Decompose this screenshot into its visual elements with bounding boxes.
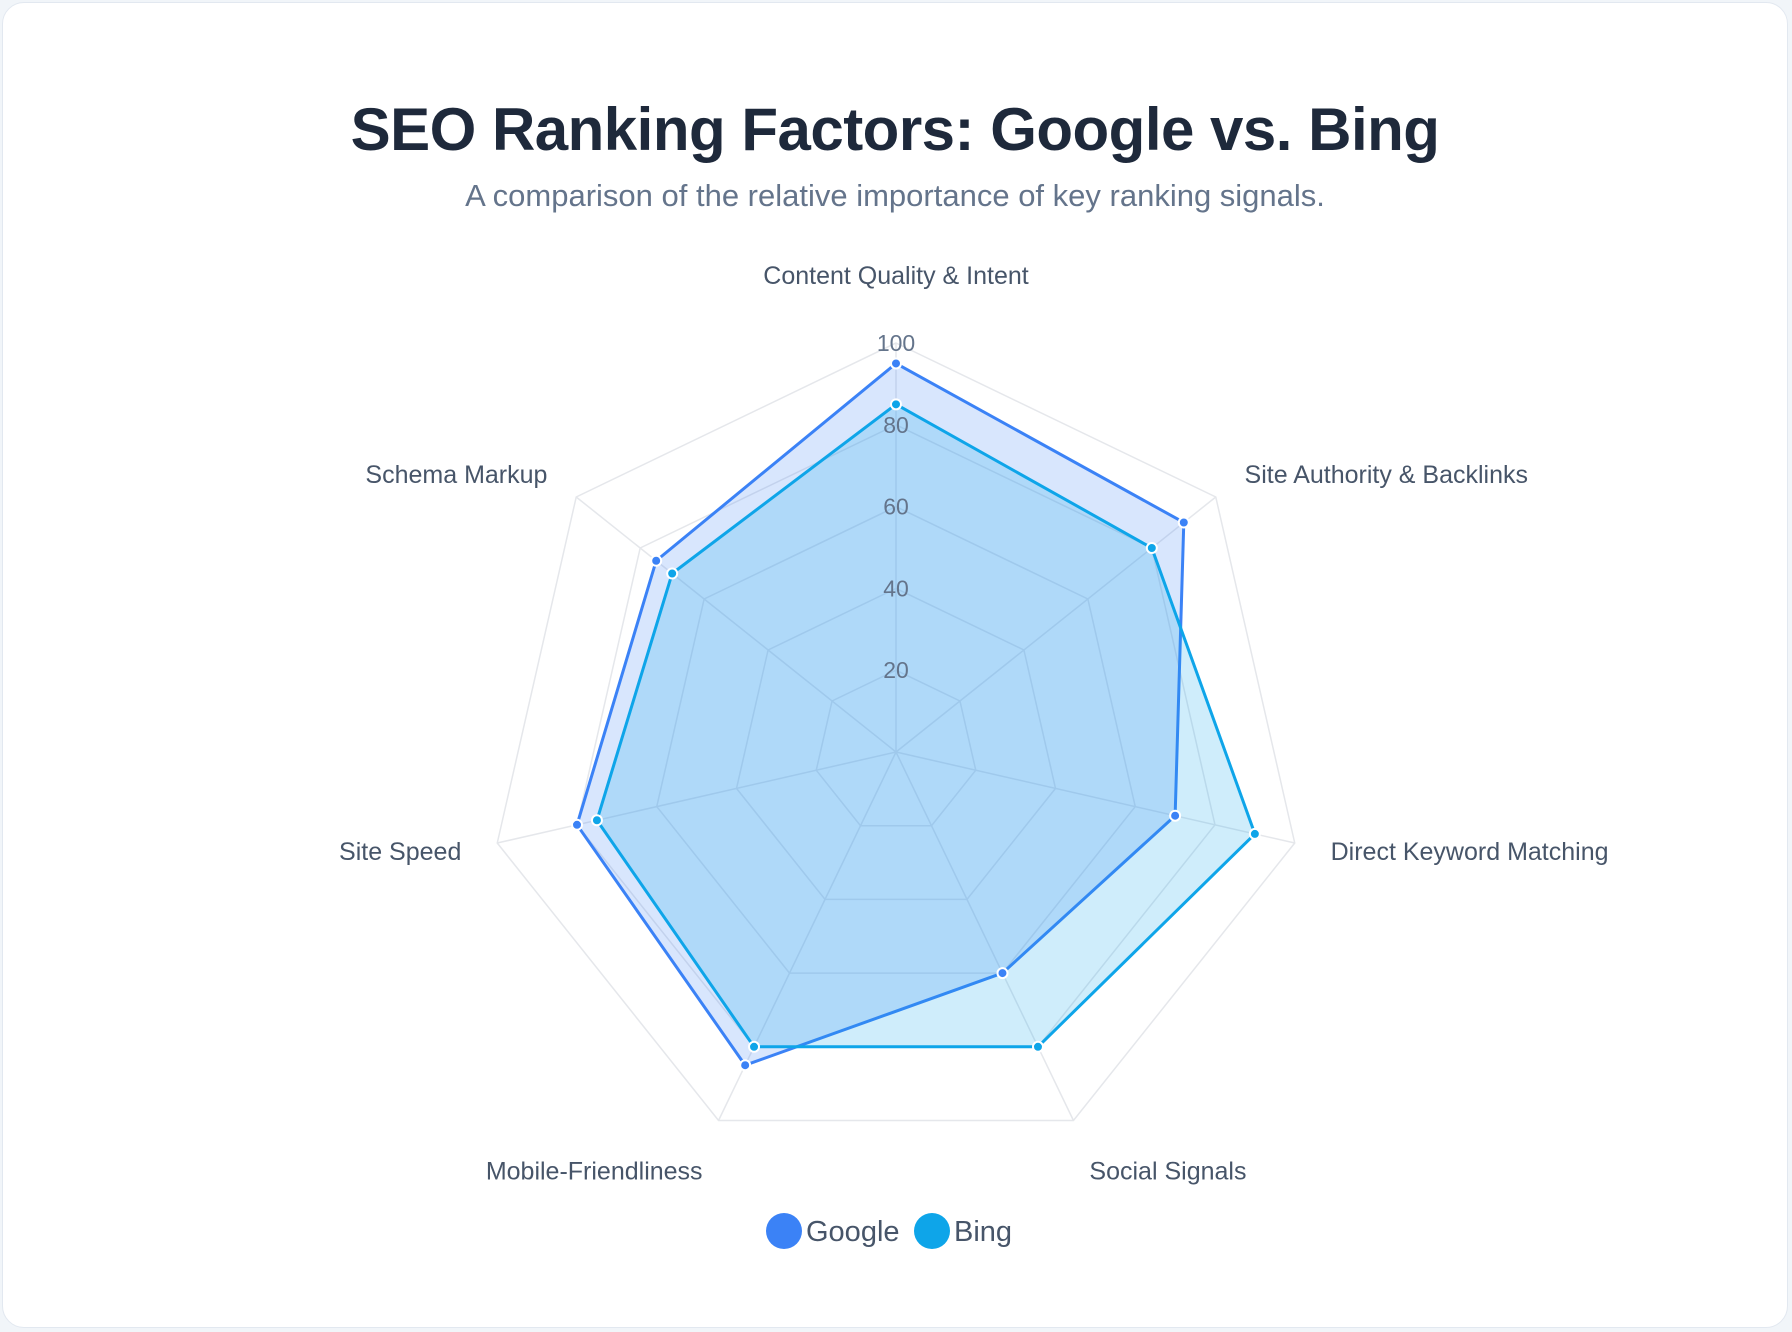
data-point-google[interactable] [650, 554, 663, 567]
r-tick-label: 20 [883, 657, 909, 683]
data-point-bing[interactable] [666, 567, 679, 580]
grid-spoke [497, 751, 897, 844]
chart-subtitle: A comparison of the relative importance … [465, 178, 1325, 213]
data-point-google[interactable] [996, 967, 1009, 980]
axis-label: Social Signals [1089, 1158, 1246, 1186]
grid-ring [655, 505, 1137, 974]
grid-spoke [717, 751, 897, 1121]
legend-swatch-bing[interactable] [914, 1213, 950, 1249]
legend-label-google[interactable]: Google [806, 1216, 900, 1248]
data-point-google[interactable] [890, 357, 902, 370]
data-point-google[interactable] [571, 818, 584, 831]
legend-swatch-google[interactable] [766, 1213, 802, 1249]
data-point-google[interactable] [1177, 516, 1190, 529]
data-point-bing[interactable] [590, 814, 603, 827]
series-area-google [575, 361, 1186, 1067]
grid-ring [815, 669, 977, 827]
legend-label-bing[interactable]: Bing [954, 1216, 1012, 1248]
r-tick-label: 80 [883, 412, 909, 438]
data-point-google[interactable] [1169, 809, 1182, 822]
data-point-bing[interactable] [1248, 827, 1261, 840]
r-tick-label: 40 [883, 575, 909, 601]
axis-label: Site Speed [339, 838, 461, 866]
axis-label: Direct Keyword Matching [1331, 838, 1609, 866]
series-area-bing [595, 402, 1257, 1049]
data-point-bing[interactable] [1145, 541, 1158, 554]
axis-label: Site Authority & Backlinks [1245, 461, 1528, 489]
data-point-bing[interactable] [890, 398, 902, 411]
axis-label: Content Quality & Intent [763, 262, 1028, 290]
grid-spoke [895, 751, 1075, 1121]
r-tick-label: 60 [883, 494, 909, 520]
axis-label: Schema Markup [365, 461, 547, 489]
data-point-bing[interactable] [748, 1040, 761, 1053]
axis-label: Mobile-Friendliness [486, 1158, 703, 1186]
chart-title: SEO Ranking Factors: Google vs. Bing [350, 96, 1440, 163]
grid-ring [735, 587, 1057, 901]
grid-spoke [895, 496, 1217, 753]
data-point-bing[interactable] [1031, 1040, 1044, 1053]
grid-ring [496, 342, 1296, 1122]
r-tick-label: 100 [877, 330, 915, 356]
grid-spoke [895, 751, 1295, 844]
data-point-google[interactable] [739, 1059, 752, 1072]
grid-spoke [575, 496, 897, 753]
